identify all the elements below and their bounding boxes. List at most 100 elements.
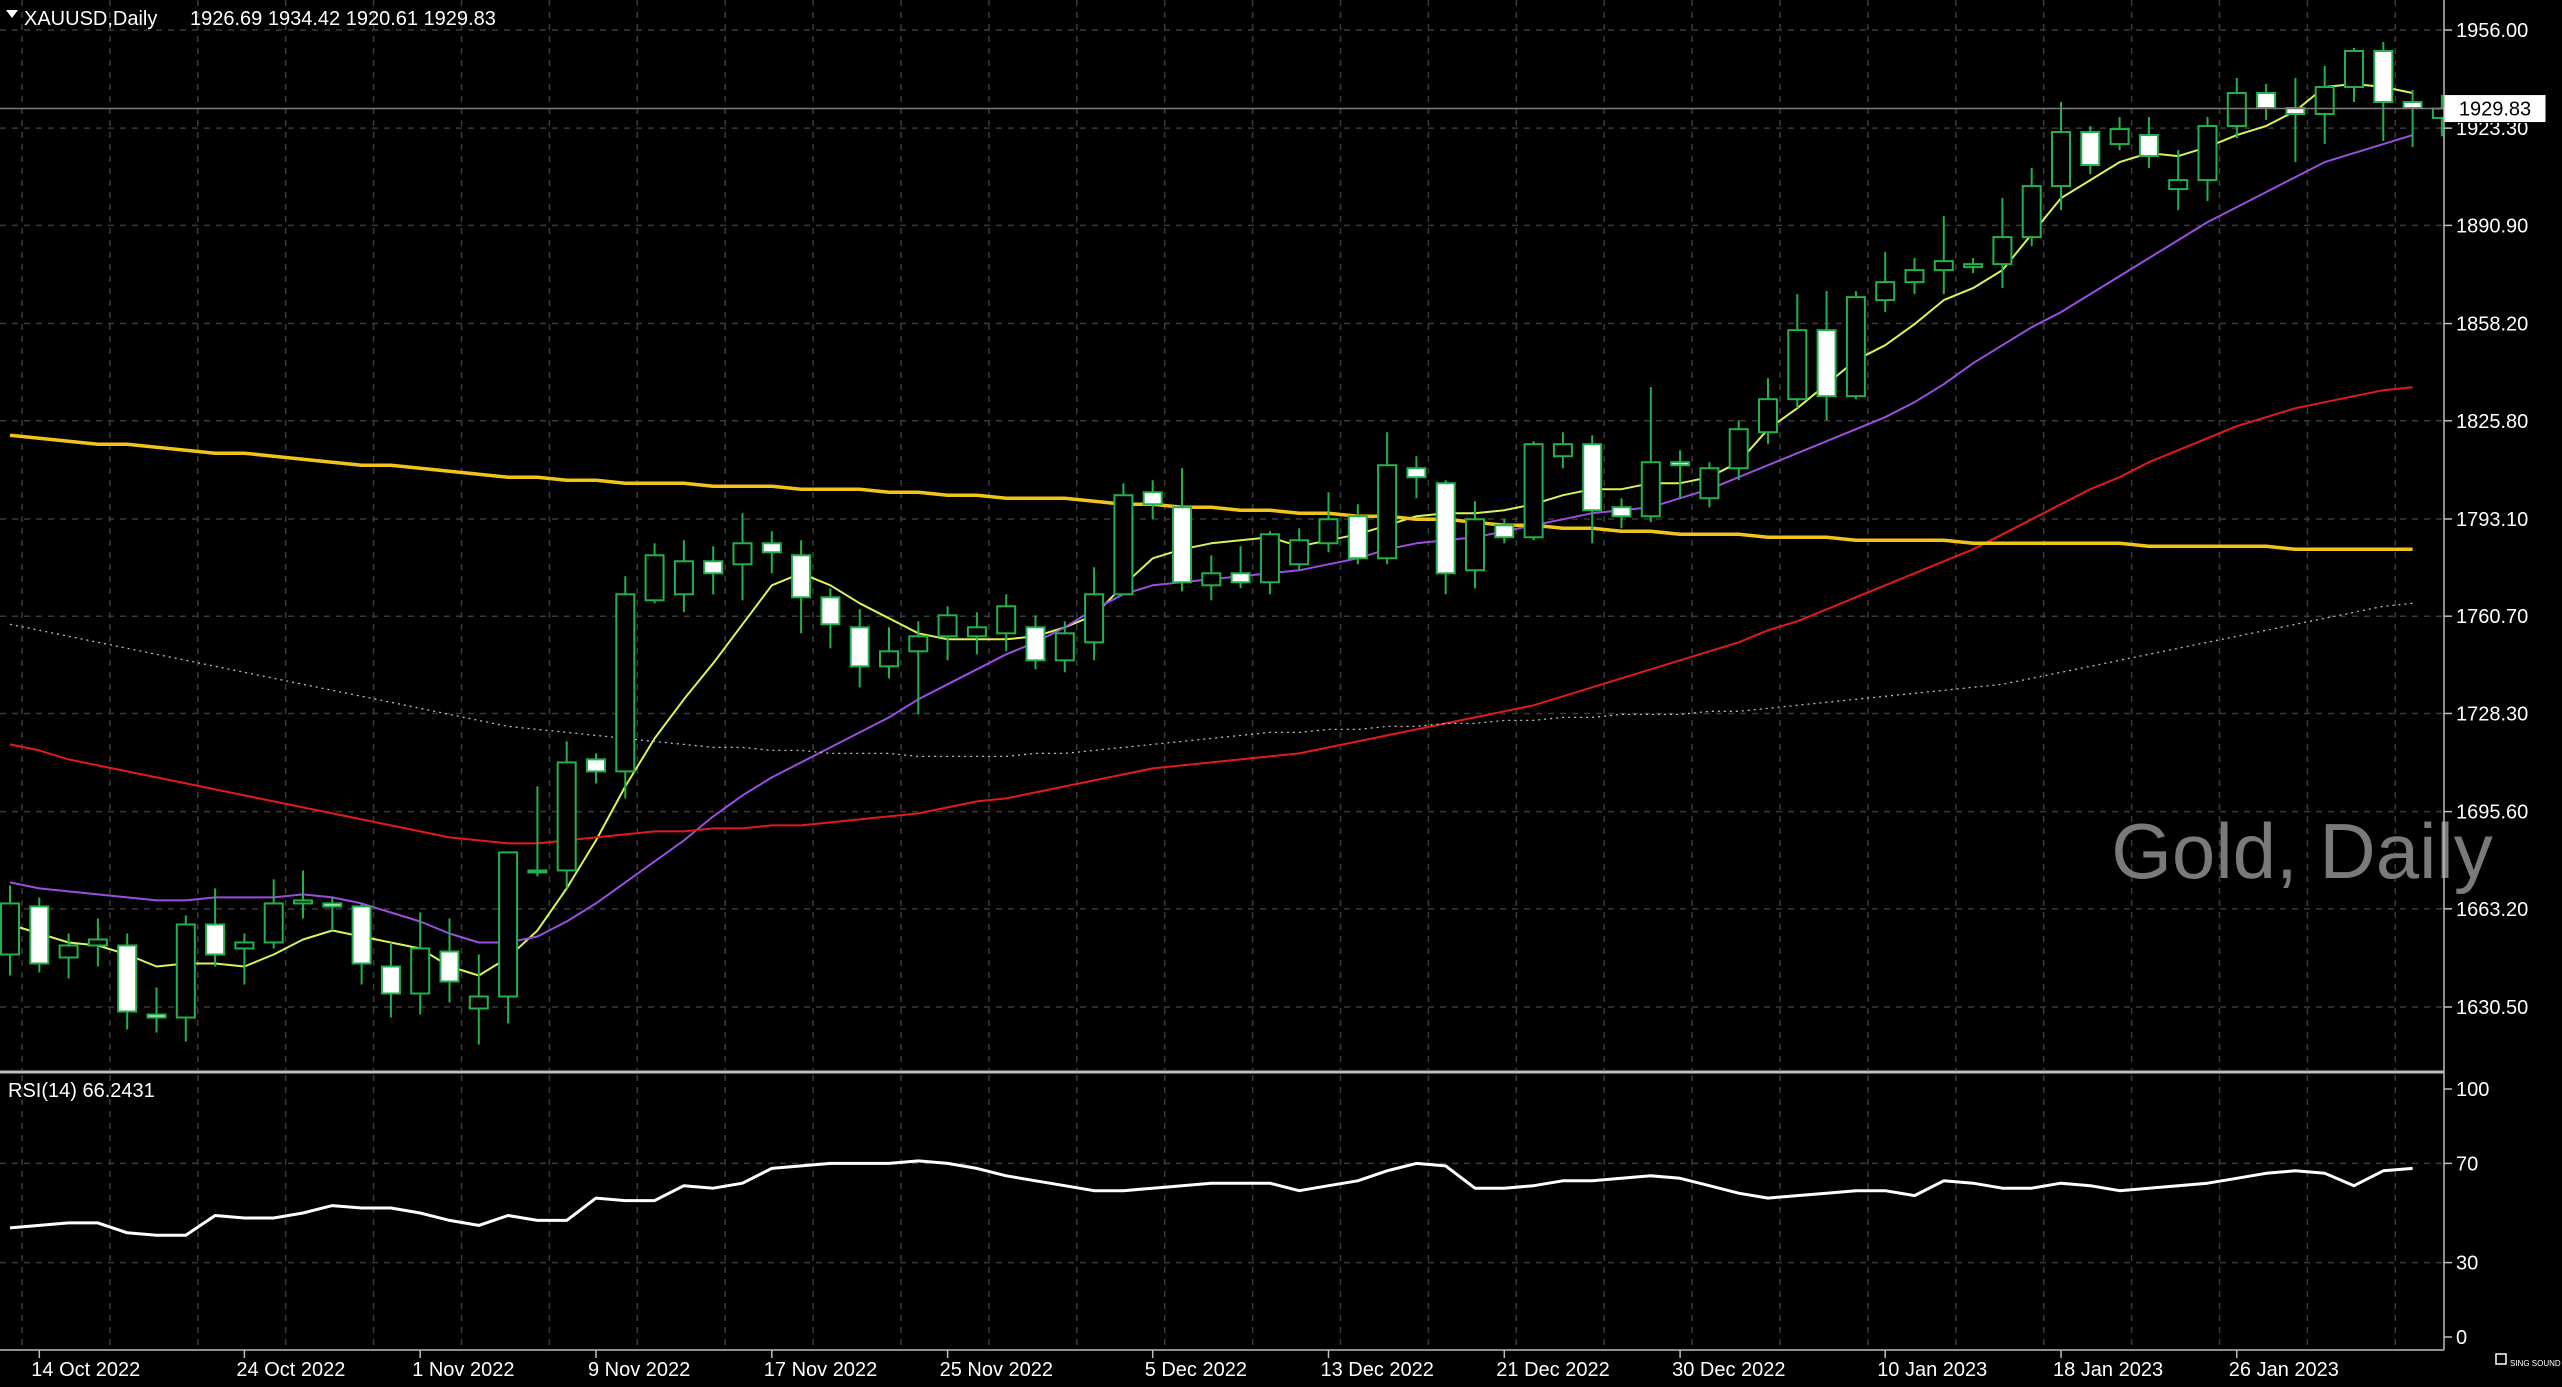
rsi-axis[interactable]: 100 70 30 0 [2444, 1079, 2489, 1349]
candle-body-bull [1377, 464, 1398, 560]
candle-body-bull [410, 947, 431, 995]
candle [2344, 48, 2364, 103]
candle [703, 546, 724, 595]
candle-body-bull [1465, 518, 1485, 572]
candle-body-bear [380, 965, 401, 995]
candle [498, 851, 519, 1024]
candle-body-bull [1992, 236, 2013, 266]
rsi-line [9, 1159, 2413, 1237]
candle [1875, 252, 1896, 313]
candle-body-bull [2168, 179, 2189, 191]
candle-body-bull [1259, 533, 1280, 584]
candle [1435, 480, 1456, 595]
candle-body-bear [1582, 443, 1603, 512]
candle [117, 933, 138, 1030]
candle [2080, 126, 2101, 175]
candle-body-bull [1289, 539, 1310, 566]
date-tick-label: 24 Oct 2022 [236, 1359, 345, 1381]
candle [1816, 291, 1837, 421]
date-tick-label: 30 Dec 2022 [1672, 1359, 1785, 1381]
candle-body-bull [58, 944, 79, 959]
candle [58, 933, 79, 979]
date-tick-label: 14 Oct 2022 [31, 1359, 140, 1381]
price-tick-label: 1825.80 [2456, 411, 2528, 433]
candle-body-bull [87, 938, 108, 947]
candle-body-bear [586, 758, 606, 773]
candle-body-bear [820, 596, 841, 626]
candle [1054, 621, 1075, 673]
candle [1289, 528, 1310, 571]
candle [2197, 117, 2218, 202]
date-axis[interactable]: 14 Oct 2022 24 Oct 2022 1 Nov 2022 9 Nov 20… [31, 1350, 2339, 1381]
rsi-tick-label: 70 [2456, 1153, 2478, 1175]
candle [468, 954, 489, 1045]
candle [1201, 555, 1222, 601]
candle [966, 612, 987, 655]
candle [1963, 258, 1984, 274]
candle-body-bull [996, 605, 1017, 635]
price-axis[interactable]: 1956.00 1923.30 1890.90 1858.20 1825.80 1793.… [2444, 20, 2528, 1019]
candle [1494, 519, 1515, 544]
candle [586, 753, 606, 784]
date-tick-label: 9 Nov 2022 [588, 1359, 690, 1381]
ma-line-ma-200 [9, 433, 2413, 552]
candle [1230, 546, 1251, 589]
rsi-panel[interactable]: RSI(14) 66.2431 [0, 1075, 2444, 1350]
price-grid [0, 0, 2444, 1070]
candle [2314, 66, 2335, 145]
candle [1084, 567, 1105, 661]
candle [2168, 150, 2189, 211]
watermark-text: Gold, Daily [2111, 807, 2492, 895]
candle [937, 606, 958, 661]
candle-body-bear [1611, 506, 1632, 518]
candle [205, 888, 226, 967]
candle-body-bear [1230, 572, 1251, 584]
candle-body-bull [1963, 263, 1984, 269]
price-tick-label: 1890.90 [2456, 215, 2528, 237]
candle-body-bull [1201, 572, 1222, 587]
candle [322, 897, 343, 931]
candle [879, 627, 899, 679]
candle-body-bear [205, 923, 226, 956]
candle-body-bear [146, 1013, 167, 1019]
candle [1406, 456, 1427, 499]
candle [644, 543, 665, 604]
candle-body-bull [966, 626, 987, 638]
candles [0, 42, 2452, 1045]
current-price-tag: 1929.83 [2443, 94, 2547, 124]
candle-body-bull [1054, 632, 1075, 662]
brand-logo: SING SOUND [2495, 1353, 2561, 1368]
date-tick-label: 21 Dec 2022 [1496, 1359, 1609, 1381]
candle-body-bear [703, 560, 724, 575]
candle [1142, 480, 1163, 520]
candle-body-bull [1699, 467, 1720, 500]
candle-body-bull [1787, 329, 1808, 401]
candle-body-bear [1025, 626, 1046, 662]
price-tick-label: 1760.70 [2456, 606, 2528, 628]
candle-body-bull [732, 542, 753, 566]
candle-body-bull [234, 941, 255, 950]
candle-body-bear [439, 950, 460, 983]
candle [1640, 387, 1661, 523]
rsi-grid [0, 1075, 2444, 1350]
dropdown-triangle-icon[interactable] [6, 10, 18, 18]
candle-body-bull [498, 851, 519, 998]
ma-line-ma-long [9, 386, 2413, 845]
candle-body-bull [2197, 125, 2218, 182]
price-tick-label: 1858.20 [2456, 314, 2528, 336]
candle-body-bull [2051, 131, 2071, 188]
date-tick-label: 26 Jan 2023 [2229, 1359, 2339, 1381]
date-tick-label: 17 Nov 2022 [764, 1359, 877, 1381]
candle-body-bear [351, 905, 372, 965]
price-tick-label: 1923.30 [2456, 118, 2528, 140]
price-panel[interactable]: Gold, Daily [0, 0, 2493, 1070]
candle [849, 609, 870, 688]
candle [0, 885, 20, 976]
candle-body-bull [1904, 269, 1925, 284]
candle-body-bull [615, 593, 636, 773]
candle [1172, 468, 1192, 592]
candle-body-bear [117, 944, 138, 1013]
candle-body-bear [2373, 50, 2394, 104]
logo-text: SING SOUND [2510, 1359, 2561, 1368]
